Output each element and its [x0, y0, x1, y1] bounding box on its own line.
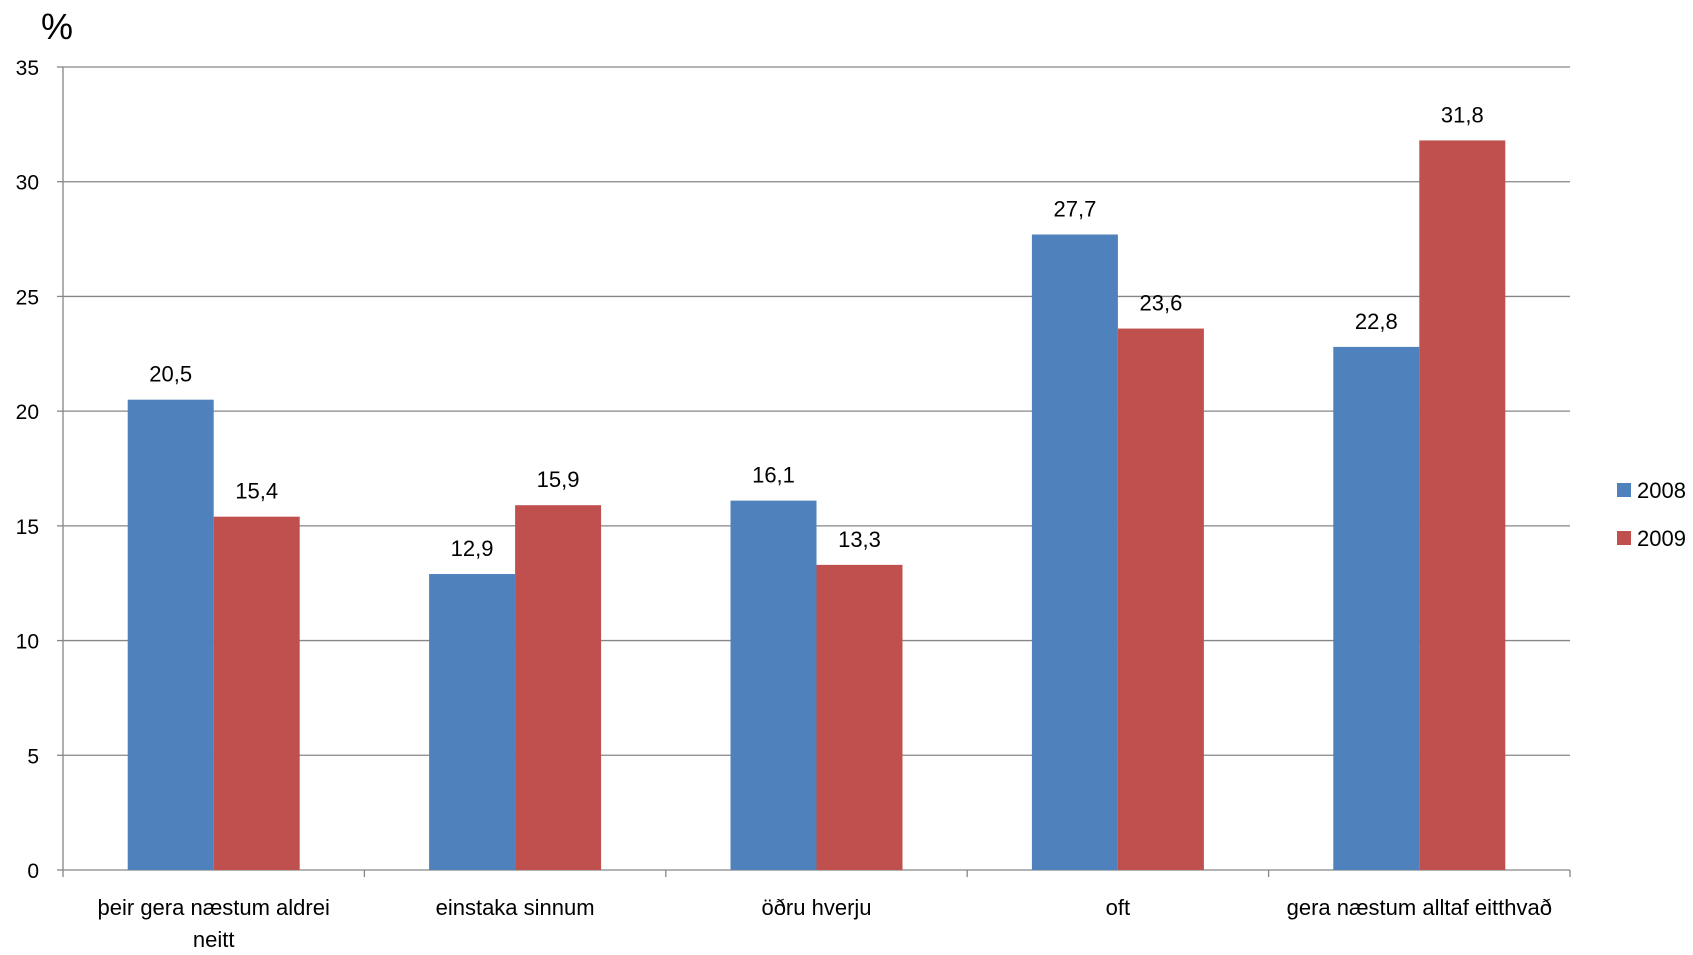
x-category-label: gera næstum alltaf eitthvað: [1287, 895, 1552, 920]
bar-2008-3: [1031, 234, 1118, 871]
y-tick-label: 5: [27, 745, 39, 768]
data-labels: 20,5 15,4 12,9 15,9 16,1 13,3 27,7 23,6 22,8 31,8: [149, 102, 1483, 561]
y-tick-label: 10: [16, 631, 39, 654]
bar-2008-0: [127, 399, 214, 870]
data-label-2009-2: 13,3: [838, 527, 881, 552]
legend: 2008 2009: [1617, 478, 1686, 551]
bar-2009-0: [213, 516, 300, 870]
bar-2009-4: [1419, 140, 1506, 871]
bar-2009-2: [816, 564, 903, 870]
data-label-2009-0: 15,4: [235, 479, 278, 504]
y-axis-tick-labels: 0 5 10 15 20 25 30 35: [16, 57, 39, 883]
legend-label-2009: 2009: [1637, 526, 1686, 551]
y-tick-label: 15: [16, 516, 39, 539]
bars: [127, 140, 1506, 871]
legend-swatch-2008: [1617, 483, 1631, 497]
bar-2008-2: [730, 500, 817, 870]
bar-2009-1: [515, 505, 602, 870]
x-category-label: þeir gera næstum aldrei neitt: [98, 895, 330, 952]
data-label-2009-1: 15,9: [537, 467, 580, 492]
x-category-label: öðru hverju: [761, 895, 871, 920]
y-tick-label: 30: [16, 172, 39, 195]
bar-2008-1: [429, 574, 516, 870]
y-axis-unit-label: %: [41, 6, 73, 47]
data-label-2008-4: 22,8: [1355, 309, 1398, 334]
y-tick-label: 0: [27, 860, 39, 883]
x-category-label: oft: [1106, 895, 1130, 920]
legend-swatch-2009: [1617, 531, 1631, 545]
y-tick-label: 25: [16, 286, 39, 309]
bar-2008-4: [1333, 346, 1420, 871]
y-tick-label: 35: [16, 57, 39, 80]
y-tick-label: 20: [16, 401, 39, 424]
data-label-2009-4: 31,8: [1441, 102, 1484, 127]
x-category-label: einstaka sinnum: [436, 895, 595, 920]
bar-2009-3: [1117, 328, 1204, 870]
data-label-2009-3: 23,6: [1139, 291, 1182, 316]
legend-label-2008: 2008: [1637, 478, 1686, 503]
data-label-2008-3: 27,7: [1053, 196, 1096, 221]
data-label-2008-0: 20,5: [149, 362, 192, 387]
data-label-2008-1: 12,9: [451, 536, 494, 561]
data-label-2008-2: 16,1: [752, 463, 795, 488]
x-axis-category-labels: þeir gera næstum aldrei neitt einstaka sin…: [98, 895, 1552, 952]
